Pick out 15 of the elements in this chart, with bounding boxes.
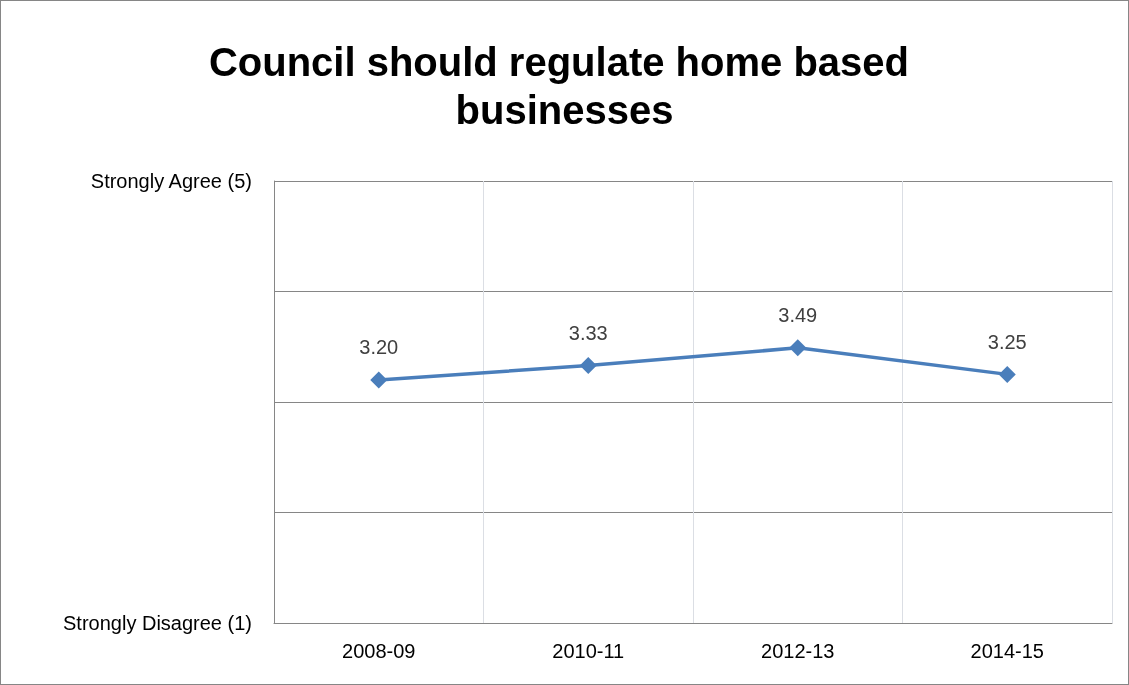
y-tick-label: Strongly Disagree (1) — [63, 612, 252, 634]
point — [789, 339, 807, 357]
data-label: 3.25 — [987, 330, 1027, 353]
y-tick-label: Strongly Agree (5) — [90, 170, 252, 192]
x-tick-label: 2010-11 — [552, 640, 625, 662]
point — [579, 357, 597, 375]
point — [370, 371, 388, 389]
chart-title: Council should regulate home based businesses — [208, 40, 921, 132]
data-label: 3.33 — [568, 322, 608, 345]
x-tick-label: 2008-09 — [342, 640, 416, 662]
x-tick-label: 2012-13 — [761, 640, 835, 662]
x-tick-label: 2014-15 — [970, 640, 1044, 662]
point — [998, 365, 1016, 383]
data-label: 3.20 — [359, 336, 399, 359]
data-label: 3.49 — [778, 304, 818, 327]
